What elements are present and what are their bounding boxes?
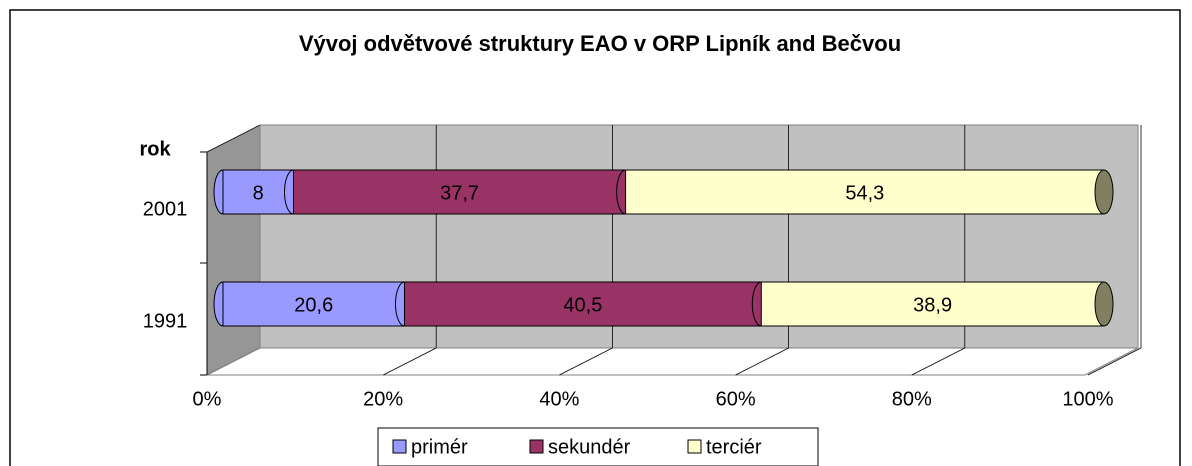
floor-grid-line xyxy=(1087,347,1142,376)
legend-label: sekundér xyxy=(548,436,631,458)
x-tick-label: 60% xyxy=(716,388,756,410)
legend-label: terciér xyxy=(706,436,762,458)
y-tick-label: 1991 xyxy=(143,310,188,332)
chart-title: Vývoj odvětvové struktury EAO v ORP Lipn… xyxy=(299,31,901,56)
bar-segment xyxy=(625,169,1105,215)
bar-segment xyxy=(760,281,1105,327)
x-tick-label: 40% xyxy=(539,388,579,410)
value-label: 40,5 xyxy=(563,294,602,316)
x-tick-label: 20% xyxy=(363,388,403,410)
bar-joint xyxy=(1094,169,1114,215)
value-label: 37,7 xyxy=(440,182,479,204)
chart-border xyxy=(9,9,1181,466)
legend-swatch xyxy=(687,439,702,454)
value-label: 38,9 xyxy=(913,294,952,316)
legend-swatch xyxy=(392,439,407,454)
x-tick-label: 0% xyxy=(193,388,222,410)
value-label: 20,6 xyxy=(294,294,333,316)
floor-grid-line xyxy=(911,347,965,376)
value-label: 54,3 xyxy=(845,182,884,204)
bar-segment xyxy=(403,281,762,327)
x-tick-label: 100% xyxy=(1062,388,1113,410)
bar-segment xyxy=(222,281,405,327)
legend-swatch xyxy=(529,439,544,454)
legend-box xyxy=(377,427,819,466)
y-tick-label: 2001 xyxy=(143,198,188,220)
floor-grid-line xyxy=(559,347,613,376)
legend-label: primér xyxy=(411,436,468,458)
x-tick-label: 80% xyxy=(892,388,932,410)
bar-joint xyxy=(1094,281,1114,327)
bar-segment xyxy=(292,169,627,215)
side-wall xyxy=(206,124,261,376)
bar-segment xyxy=(222,169,294,215)
y-axis-title: rok xyxy=(139,138,171,160)
value-label: 8 xyxy=(253,182,264,204)
floor xyxy=(206,347,1139,376)
floor-grid-line xyxy=(383,347,437,376)
floor-grid-line xyxy=(735,347,789,376)
